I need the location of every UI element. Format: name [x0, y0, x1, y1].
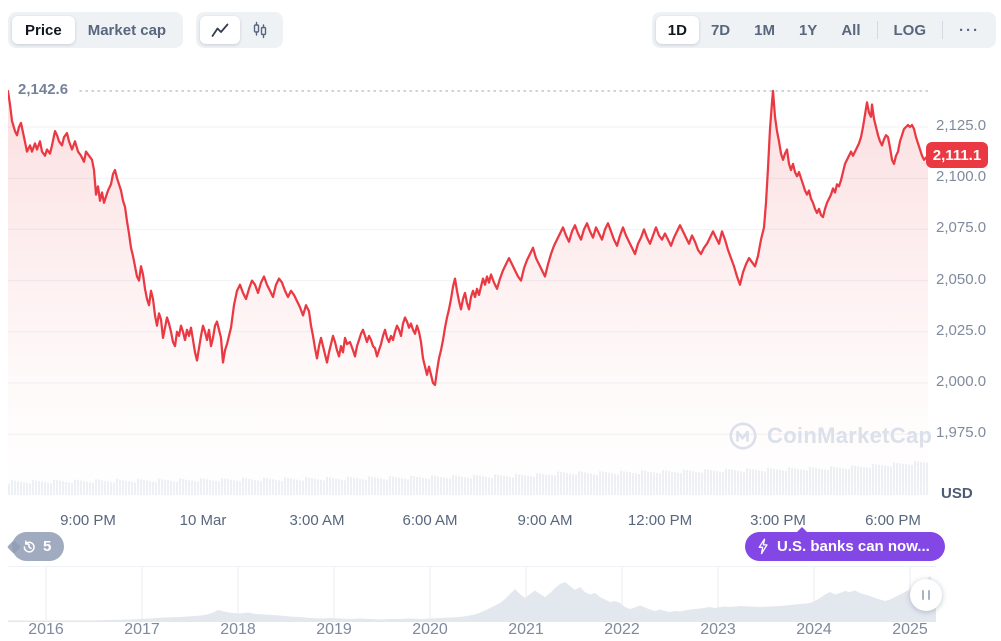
timeline-year-label: 2016	[28, 621, 64, 638]
timeline-year-label: 2022	[604, 621, 640, 638]
y-axis-tick: 2,000.0	[936, 373, 987, 390]
timeline-year-label: 2020	[412, 621, 448, 638]
metric-toggle: Price Market cap	[8, 12, 184, 48]
y-axis-tick: 2,075.0	[936, 219, 987, 236]
line-chart-icon	[211, 23, 229, 38]
timeline-year-label: 2025	[892, 621, 928, 638]
range-1m[interactable]: 1M	[742, 16, 787, 44]
timeline-area	[8, 576, 936, 622]
price-line	[6, 89, 930, 387]
log-scale-button[interactable]: LOG	[882, 16, 939, 44]
timeline-scrubber[interactable]	[8, 566, 936, 622]
y-axis-tick: 1,975.0	[936, 424, 987, 441]
y-axis-tick: 2,025.0	[936, 322, 987, 339]
y-axis-tick: 2,050.0	[936, 271, 987, 288]
timeline-year-label: 2021	[508, 621, 544, 638]
range-toggle: 1D 7D 1M 1Y All LOG ···	[651, 12, 996, 48]
timeline-year-label: 2017	[124, 621, 160, 638]
price-chart-canvas	[6, 89, 930, 497]
x-axis-tick: 3:00 AM	[289, 512, 345, 529]
candlestick-button[interactable]	[240, 16, 279, 44]
line-chart-button[interactable]	[200, 16, 240, 44]
x-axis-tick: 10 Mar	[179, 512, 227, 529]
timeline-year-label: 2019	[316, 621, 352, 638]
price-chart[interactable]	[6, 70, 930, 497]
history-clock-icon	[21, 539, 37, 555]
range-7d[interactable]: 7D	[699, 16, 742, 44]
ath-price-label: 2,142.6	[18, 81, 69, 98]
toolbar-divider	[876, 21, 878, 39]
x-axis-tick: 9:00 PM	[60, 512, 116, 529]
tab-market-cap[interactable]: Market cap	[75, 16, 179, 44]
x-axis-tick: 3:00 PM	[750, 512, 806, 529]
range-all[interactable]: All	[829, 16, 872, 44]
lightning-icon	[757, 538, 769, 555]
news-text: U.S. banks can now...	[777, 538, 930, 555]
timeline-year-label: 2023	[700, 621, 736, 638]
currency-unit-label: USD	[941, 485, 973, 502]
timeline-canvas	[8, 566, 936, 622]
timeline-year-label: 2024	[796, 621, 832, 638]
history-badge[interactable]: 5	[12, 532, 65, 561]
more-options-button[interactable]: ···	[947, 16, 992, 44]
current-price-badge: 2,111.1	[926, 142, 988, 168]
y-axis-tick: 2,125.0	[936, 117, 987, 134]
range-1y[interactable]: 1Y	[787, 16, 829, 44]
x-axis-tick: 9:00 AM	[517, 512, 573, 529]
history-count: 5	[43, 538, 52, 555]
range-1d[interactable]: 1D	[655, 16, 699, 44]
chart-type-toggle	[196, 12, 283, 48]
news-badge[interactable]: U.S. banks can now...	[745, 527, 945, 561]
x-axis-tick: 12:00 PM	[627, 512, 693, 529]
candlestick-icon	[251, 21, 268, 39]
price-area-fill	[8, 91, 928, 497]
timeline-year-label: 2018	[220, 621, 256, 638]
x-axis-tick: 6:00 AM	[402, 512, 458, 529]
y-axis-tick: 2,100.0	[936, 168, 987, 185]
toolbar-divider	[942, 21, 943, 39]
x-axis-tick: 6:00 PM	[865, 512, 921, 529]
tab-price[interactable]: Price	[12, 16, 75, 44]
timeline-drag-handle[interactable]	[910, 579, 942, 611]
